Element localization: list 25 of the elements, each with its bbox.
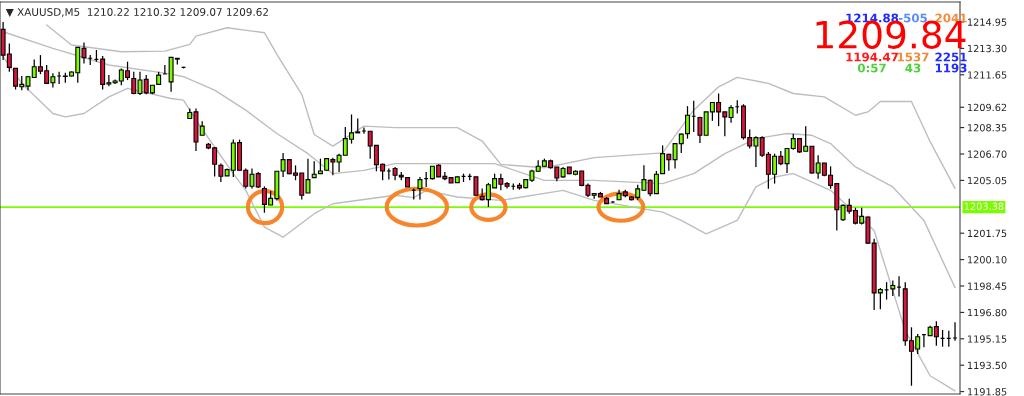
y-tick-label: 1206.70 [968,150,1007,158]
ref-line-label: 1203.38 [964,202,1004,210]
y-tick-label: 1193.50 [968,361,1007,370]
text: ▼ XAUUSD,M5 1210.22 1210.32 1209.07 1209.62 [5,8,268,18]
annotation: 43 [905,63,921,73]
y-tick-label: 1205.05 [968,176,1007,185]
y-tick-label: 1200.10 [968,256,1007,264]
y-tick-label: 1211.65 [968,71,1007,79]
y-tick-label: 1198.45 [968,282,1007,290]
candlestick [218,162,224,183]
annotation: 1194.47 [846,52,898,62]
y-tick-label: 1196.80 [968,308,1007,317]
y-tick-label: 1213.30 [968,44,1007,53]
annotation: 1193 [935,63,967,73]
y-tick-label: 1208.35 [968,124,1007,132]
annotation: 2251 [935,52,967,62]
y-tick-label: 1191.85 [968,388,1007,396]
annotation: 1537 [897,52,929,62]
y-tick-label: 1195.15 [968,335,1007,343]
candlestick [685,105,690,140]
annotation: 0:57 [857,63,886,73]
candlestick [417,176,423,201]
y-tick-label: 1214.95 [968,18,1007,26]
y-tick-label: 1209.62 [968,103,1007,112]
y-tick-label: 1201.75 [968,229,1007,238]
